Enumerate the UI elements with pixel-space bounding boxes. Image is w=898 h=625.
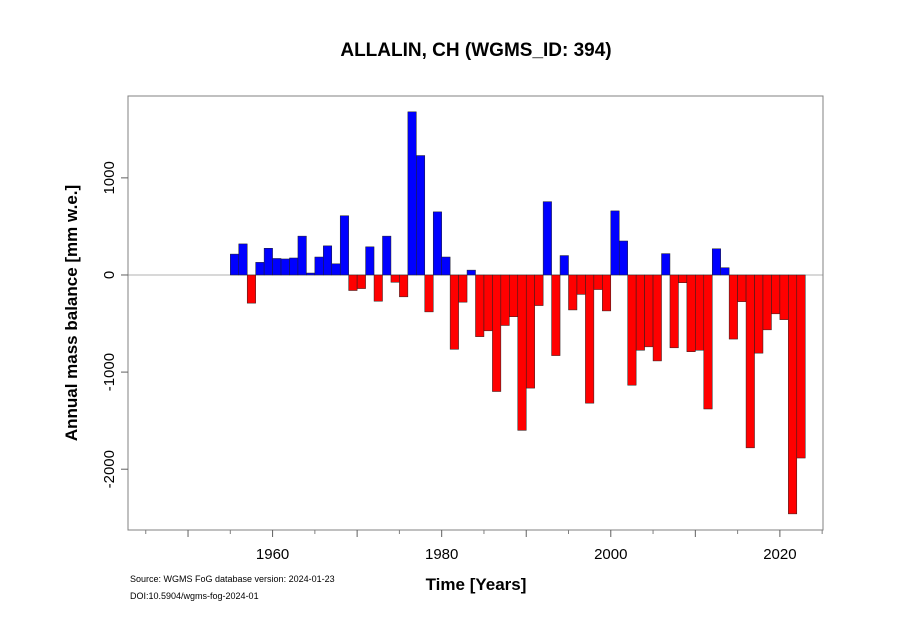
bar-1969 [339, 215, 349, 276]
bar-1977 [407, 111, 417, 276]
bar-1957 [238, 243, 248, 276]
bar-1974 [382, 235, 392, 276]
bar-1984 [466, 269, 476, 276]
bar-1972 [365, 246, 375, 276]
bar-2012 [703, 274, 713, 410]
bar-1995 [559, 255, 569, 276]
bar-2003 [627, 274, 637, 386]
x-tick-label: 2000 [594, 546, 627, 563]
y-axis: -2000 -1000 0 1000 [101, 161, 128, 488]
source-annotation: Source: WGMS FoG database version: 2024-… [130, 574, 335, 584]
bar-2010 [686, 274, 696, 352]
bar-1959 [255, 262, 265, 276]
bar-1989 [509, 274, 519, 317]
bar-2022 [788, 274, 798, 515]
bar-1979 [424, 274, 434, 313]
bar-2011 [695, 274, 705, 351]
bar-1990 [517, 274, 527, 431]
plot-area [128, 111, 823, 515]
bar-2015 [728, 274, 738, 340]
bar-1998 [585, 274, 595, 404]
bar-1997 [576, 274, 586, 295]
bar-1981 [441, 256, 451, 276]
x-tick-label: 1960 [256, 546, 289, 563]
bar-2013 [711, 248, 721, 276]
bar-1988 [500, 274, 510, 326]
bar-2008 [669, 274, 679, 349]
bar-1975 [390, 274, 400, 283]
bar-2021 [779, 274, 789, 320]
bar-1961 [272, 258, 282, 276]
y-axis-label: Annual mass balance [mm w.e.] [62, 185, 81, 441]
y-tick-label: -2000 [101, 450, 118, 488]
bar-1958 [246, 274, 256, 304]
bar-1970 [348, 274, 358, 291]
y-tick-label: 0 [101, 271, 118, 279]
bar-2001 [610, 210, 620, 276]
bar-1994 [551, 274, 561, 356]
bar-2005 [644, 274, 654, 348]
y-tick-label: -1000 [101, 353, 118, 391]
bar-2009 [678, 274, 688, 283]
bar-1964 [297, 235, 307, 276]
bar-1973 [373, 274, 383, 302]
bar-2006 [652, 274, 662, 362]
bar-1963 [289, 257, 299, 276]
bar-1976 [399, 274, 409, 298]
bar-2019 [762, 274, 772, 331]
bar-2007 [661, 253, 671, 276]
bar-2014 [720, 267, 730, 276]
x-tick-label: 1980 [425, 546, 458, 563]
bar-1980 [432, 211, 442, 276]
bar-1987 [492, 274, 502, 392]
bar-1966 [314, 256, 324, 276]
bar-1978 [416, 155, 426, 276]
x-tick-label: 2020 [763, 546, 796, 563]
bar-1962 [280, 258, 290, 276]
bar-2017 [745, 274, 755, 449]
bar-1991 [525, 274, 535, 389]
bar-2004 [635, 274, 645, 351]
bar-1992 [534, 274, 544, 306]
bar-1996 [568, 274, 578, 311]
bar-1956 [230, 253, 240, 276]
x-axis-label: Time [Years] [426, 575, 527, 594]
bar-1965 [306, 272, 316, 276]
doi-annotation: DOI:10.5904/wgms-fog-2024-01 [130, 591, 259, 601]
bar-1986 [483, 274, 493, 332]
bar-2020 [771, 274, 781, 315]
y-tick-label: 1000 [101, 161, 118, 194]
bar-1968 [331, 263, 341, 276]
bar-2016 [737, 274, 747, 302]
bar-2002 [618, 240, 628, 276]
bar-2023 [796, 274, 806, 459]
bar-1982 [449, 274, 459, 350]
bar-1999 [593, 274, 603, 290]
bar-1971 [356, 274, 366, 289]
x-axis: 1960 1980 2000 2020 [128, 529, 823, 563]
bar-1985 [475, 274, 485, 337]
chart-title: ALLALIN, CH (WGMS_ID: 394) [340, 40, 611, 61]
bar-1967 [323, 245, 333, 276]
bar-1960 [263, 248, 273, 276]
bar-2018 [754, 274, 764, 354]
bar-2000 [602, 274, 612, 312]
bar-1993 [542, 201, 552, 276]
bar-1983 [458, 274, 468, 303]
